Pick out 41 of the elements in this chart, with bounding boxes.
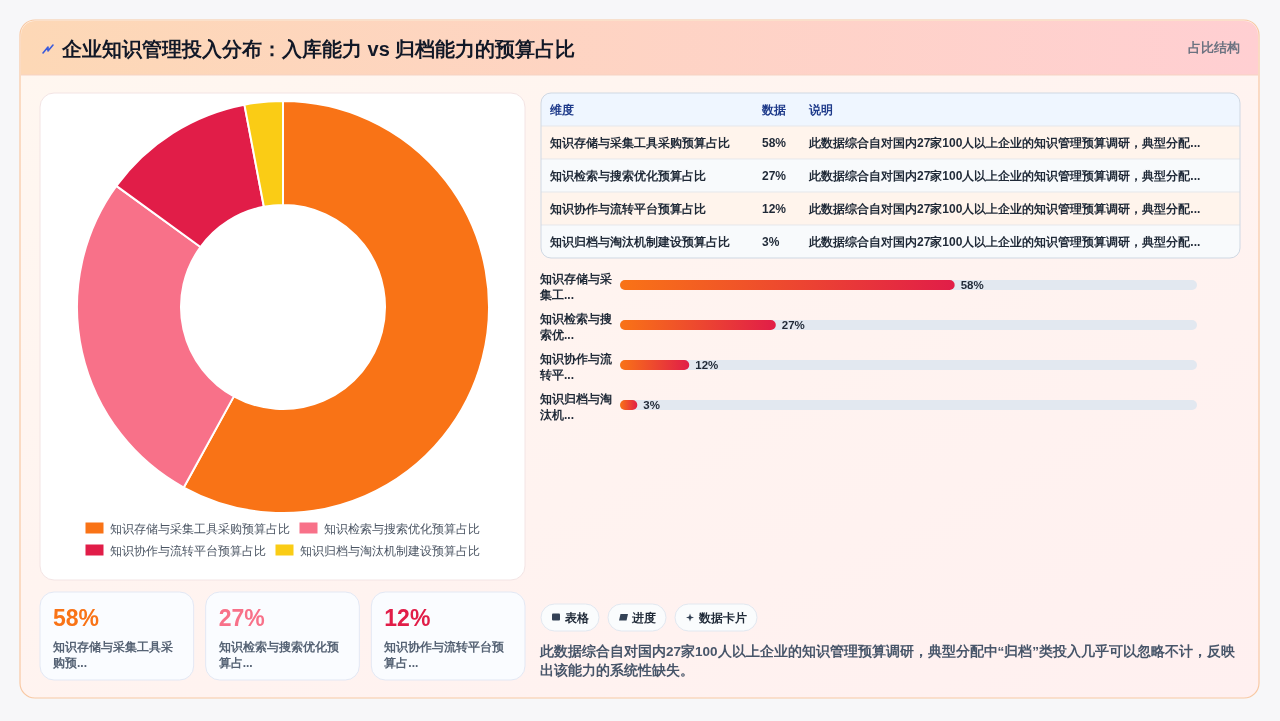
bar xyxy=(620,320,776,330)
chart-title: 企业知识管理投入分布：入库能力 vs 归档能力的预算占比 xyxy=(61,38,576,60)
category-label: 知识存储与采集工具采购预... xyxy=(52,640,173,670)
text: 表格 xyxy=(564,611,590,625)
text: 维度 xyxy=(549,103,574,117)
text: 占比结构 xyxy=(1188,41,1240,55)
data-label: 12% xyxy=(695,359,719,371)
text: 12% xyxy=(384,605,431,631)
text: 数据卡片 xyxy=(698,611,747,625)
text: 12% xyxy=(762,202,787,216)
text: 数据 xyxy=(761,103,786,117)
text: 此数据综合自对国内27家100人以上企业的知识管理预算调研，典型分配... xyxy=(808,202,1201,216)
text: 此数据综合自对国内27家100人以上企业的知识管理预算调研，典型分配... xyxy=(808,136,1201,150)
legend-label: 知识存储与采集工具采购预算占比 xyxy=(109,521,290,536)
y-tick-label: 知识协作与流转平... xyxy=(539,352,613,382)
category-label: 知识存储与采集工具采购预算占比 xyxy=(549,136,730,150)
data-label: 3% xyxy=(643,399,660,411)
text: 说明 xyxy=(808,103,833,117)
text: 进度 xyxy=(631,611,656,625)
category-label: 知识检索与搜索优化预算占比 xyxy=(549,169,706,183)
text: 27% xyxy=(218,605,265,631)
text: 3% xyxy=(762,235,780,249)
y-tick-label: 知识存储与采集工... xyxy=(539,272,612,302)
data-label: 58% xyxy=(960,279,984,291)
text: 58% xyxy=(762,136,787,150)
y-tick-label: 知识检索与搜索优... xyxy=(539,312,612,342)
category-label: 知识检索与搜索优化预算占... xyxy=(217,640,340,670)
text: 58% xyxy=(53,605,100,631)
text: 27% xyxy=(762,169,787,183)
data-label: 27% xyxy=(781,319,805,331)
category-label: 知识协作与流转平台预算占... xyxy=(383,640,506,670)
legend-label: 知识协作与流转平台预算占比 xyxy=(109,543,266,558)
category-label: 知识协作与流转平台预算占比 xyxy=(549,202,706,216)
category-label: 知识归档与淘汰机制建设预算占比 xyxy=(549,235,730,249)
y-tick-label: 知识归档与淘汰机... xyxy=(539,392,612,422)
text: 此数据综合自对国内27家100人以上企业的知识管理预算调研，典型分配中“归档”类投入几乎可以忽略不计，反映出该能力的系统性缺失。 xyxy=(539,643,1237,678)
legend-label: 知识检索与搜索优化预算占比 xyxy=(323,521,480,536)
bar xyxy=(620,360,690,370)
text: 此数据综合自对国内27家100人以上企业的知识管理预算调研，典型分配... xyxy=(808,235,1201,249)
text: 此数据综合自对国内27家100人以上企业的知识管理预算调研，典型分配... xyxy=(808,169,1201,183)
legend-label: 知识归档与淘汰机制建设预算占比 xyxy=(299,543,480,558)
